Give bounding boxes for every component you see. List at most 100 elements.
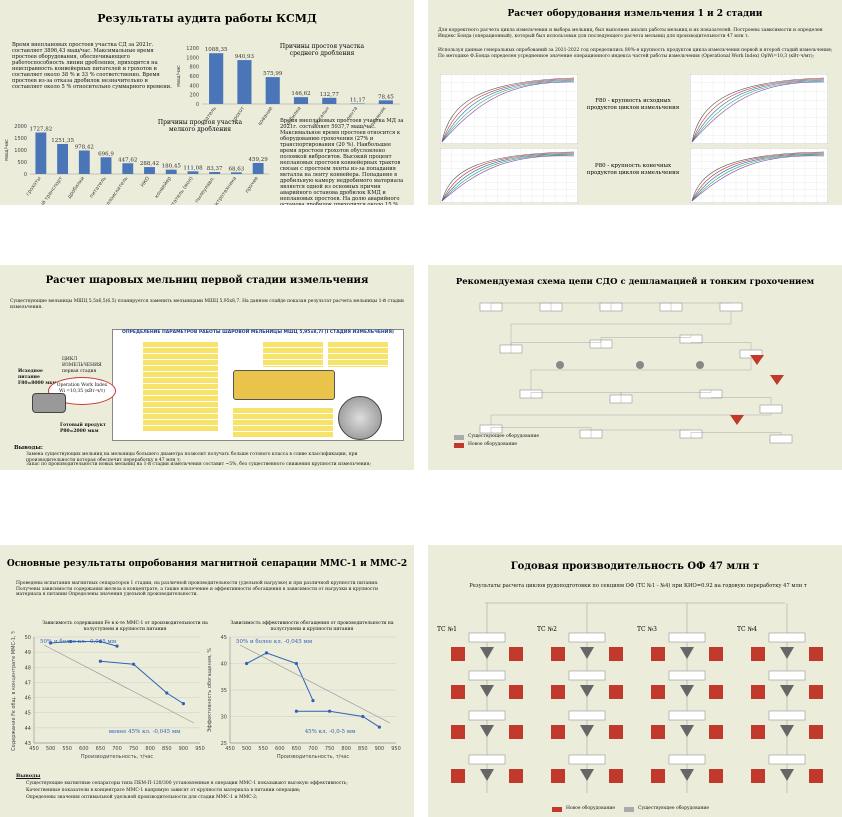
x-tick-label: 950 — [391, 746, 401, 752]
hydrocyclone — [580, 725, 594, 737]
y-axis-label: маш/час — [176, 65, 182, 87]
bar-value-label: 1727,82 — [29, 127, 52, 133]
bar — [209, 53, 224, 104]
p80-label: P80 - крупность конечных продуктов цикло… — [586, 163, 680, 176]
psd-curve — [441, 79, 575, 143]
psd-curve — [691, 155, 825, 202]
psd-curve — [441, 78, 575, 143]
psd-chart-p80-right — [690, 148, 828, 203]
flow-node — [568, 710, 606, 721]
hydrocyclone — [696, 361, 704, 369]
series-line — [296, 710, 380, 728]
slide-title: Годовая производительность ОФ 47 млн т — [510, 561, 760, 572]
sd-summary-text: Время внеплановых простоев участка СД за… — [12, 42, 172, 90]
bar — [322, 97, 337, 104]
flow-link — [620, 390, 712, 403]
data-point — [377, 725, 381, 729]
y-tick-label: 1000 — [14, 148, 27, 154]
x-tick-label: 750 — [129, 746, 139, 752]
hydrocyclone — [480, 725, 494, 737]
md-summary-text: Время внеплановых простоев участка МД за… — [280, 118, 404, 205]
chart2-title: Зависимость эффективности обогащения от … — [230, 621, 394, 632]
psd-curve — [441, 80, 575, 143]
new-equipment — [809, 769, 823, 783]
data-point — [264, 651, 269, 655]
hydrocyclone — [680, 647, 694, 659]
new-equipment — [551, 647, 565, 661]
flow-link — [490, 427, 592, 433]
legend-existing: Существующее оборудование — [468, 434, 540, 439]
data-point — [294, 709, 298, 713]
x-tick-label: пылеулавл. — [194, 175, 217, 204]
flow-link — [530, 392, 622, 398]
bar-value-label: 68,63 — [229, 166, 245, 172]
bar-value-label: 1251,35 — [51, 138, 74, 144]
flow-node — [568, 670, 606, 681]
efficiency-chart: 25 30 35 40 45 450 500 550 600 650 700 750 800 850 900… — [207, 635, 401, 760]
flow-node — [468, 632, 506, 643]
psd-curve — [691, 153, 825, 202]
bar-value-label: 11,17 — [350, 97, 366, 103]
fe-content-chart: 43 44 45 46 47 48 49 50 450 500 550 600 650 700 750 800… — [11, 631, 205, 760]
y-tick-label: 30 — [221, 715, 227, 721]
feed-label: Исходное питание F80=8000 мкм — [18, 369, 57, 386]
new-equipment — [551, 725, 565, 739]
flow-link — [490, 413, 772, 425]
x-tick-label: питатель — [89, 176, 108, 200]
y-tick-label: 46 — [25, 696, 31, 702]
series-label: 50% и более кл. -0,045 мм — [236, 638, 313, 645]
y-tick-label: 0 — [24, 172, 27, 178]
bar — [252, 162, 264, 174]
x-tick-label: 850 — [162, 746, 172, 752]
psd-chart-f80-right — [690, 74, 828, 144]
psd-curve — [691, 151, 825, 202]
intro-text: Для корректного расчета цикла измельчени… — [438, 28, 823, 39]
hydrocyclone — [780, 647, 794, 659]
bar-value-label: 696,9 — [98, 151, 114, 157]
new-equipment — [709, 685, 723, 699]
data-point — [68, 639, 73, 644]
intro-text: Проведены испытания магнитных сепараторо… — [16, 581, 379, 597]
hydrocyclone — [480, 685, 494, 697]
flow-node — [668, 632, 706, 643]
flow-node — [768, 754, 806, 765]
new-equipment — [451, 725, 465, 739]
f80-label: F80 - крупность исходных продуктов цикло… — [586, 98, 680, 111]
flow-node — [468, 710, 506, 721]
bar — [35, 132, 47, 174]
y-tick-label: 200 — [189, 93, 199, 99]
chart-title: Причины простоя участка среднего дроблени… — [280, 43, 365, 57]
flow-node — [668, 754, 706, 765]
y-tick-label: 44 — [25, 726, 31, 732]
bar — [165, 169, 177, 174]
y-tick-label: 500 — [17, 160, 27, 166]
slide-title: Расчет шаровых мельниц первой стадии изм… — [45, 275, 369, 286]
psd-curve — [441, 154, 575, 202]
legend-new: Новое оборудование — [468, 442, 517, 447]
trend-line — [239, 644, 391, 724]
legend-new-swatch — [454, 443, 464, 448]
psd-curve — [691, 78, 825, 143]
x-tick-label: грохоты — [25, 176, 42, 197]
psd-curve — [441, 151, 575, 202]
bar — [378, 100, 393, 104]
x-tick-label: 800 — [145, 746, 155, 752]
sheet-table-left — [143, 342, 218, 432]
chart-title: Причины простоя участка мелкого дробления — [158, 119, 243, 133]
series-label: менее 45% кл. -0,045 мм — [109, 729, 181, 735]
flow-link — [670, 302, 731, 311]
flow-link — [690, 432, 782, 438]
x-tick-label: прочее — [244, 176, 260, 195]
flow-node — [468, 670, 506, 681]
hydrocyclone — [580, 647, 594, 659]
method-text: Используя данные генеральных опробований… — [438, 48, 833, 59]
new-equipment — [509, 769, 523, 783]
flow-diagram — [479, 302, 793, 444]
x-tick-label: 450 — [225, 746, 235, 752]
slide-title: Рекомендуемая схема цепи СДО с дешламаци… — [455, 277, 815, 287]
flow-link — [550, 302, 611, 311]
hydrocyclone — [680, 725, 694, 737]
bar — [100, 157, 112, 174]
hydrocyclone — [580, 769, 594, 781]
y-tick-label: 50 — [25, 635, 31, 641]
